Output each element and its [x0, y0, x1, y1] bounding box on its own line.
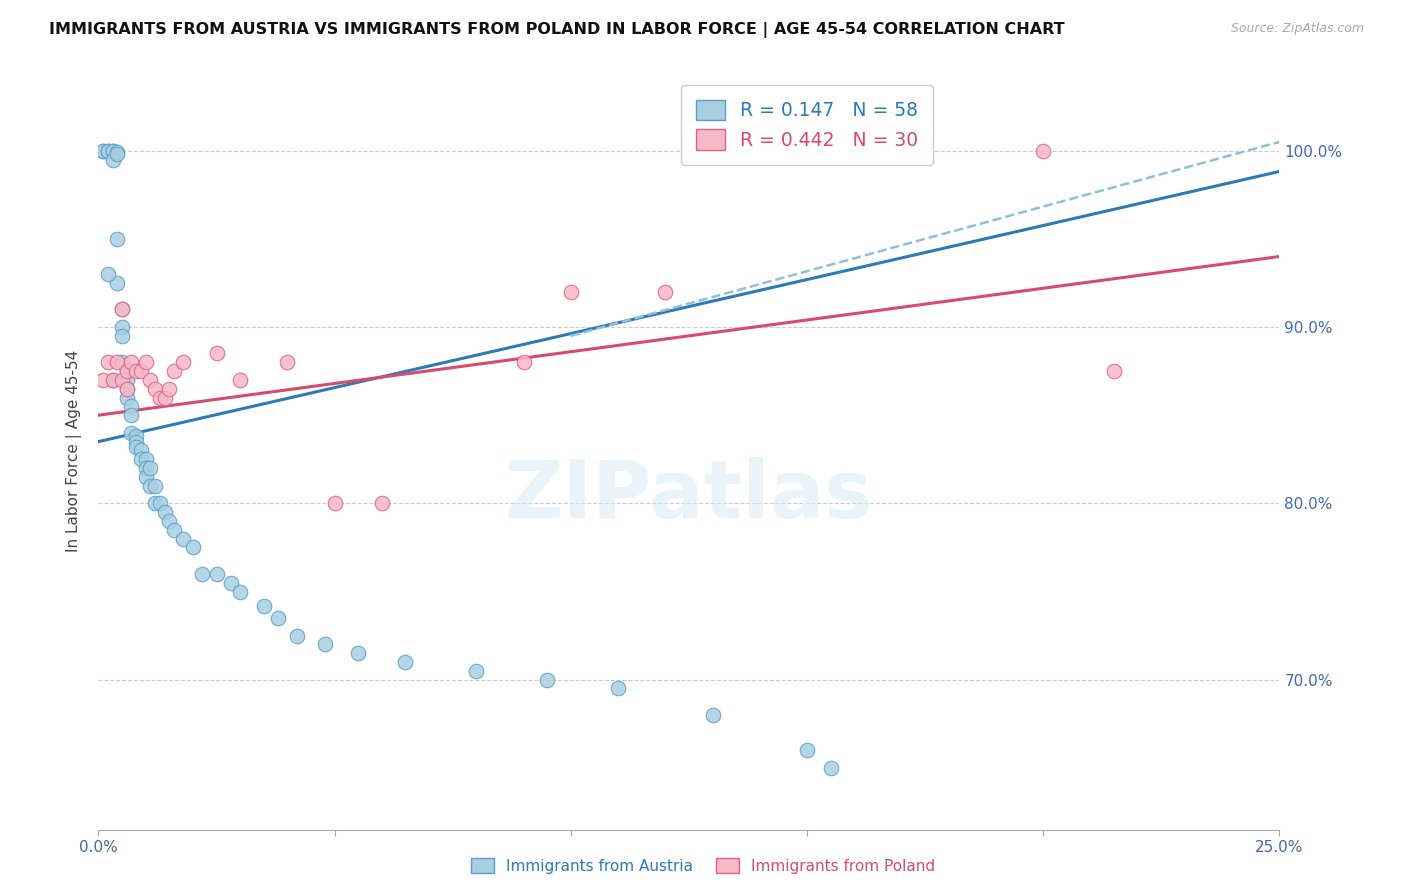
Point [111, 373, 134, 387]
Point [105, 276, 128, 290]
Point [1032, 144, 1054, 158]
Point [115, 364, 138, 378]
Point [111, 320, 134, 334]
Point [121, 408, 143, 422]
Legend: Immigrants from Austria, Immigrants from Poland: Immigrants from Austria, Immigrants from… [465, 852, 941, 880]
Point [111, 329, 134, 343]
Point [654, 285, 676, 299]
Point [115, 364, 138, 378]
Point [820, 761, 842, 775]
Point [143, 479, 166, 493]
Point [111, 302, 134, 317]
Point [172, 355, 194, 369]
Point [820, 144, 842, 158]
Point [1102, 364, 1125, 378]
Point [111, 355, 134, 369]
Point [157, 382, 180, 396]
Point [149, 496, 172, 510]
Point [97, 144, 120, 158]
Legend: R = 0.147   N = 58, R = 0.442   N = 30: R = 0.147 N = 58, R = 0.442 N = 30 [682, 85, 932, 165]
Point [105, 355, 128, 369]
Point [125, 429, 148, 443]
Point [181, 541, 204, 555]
Point [163, 523, 186, 537]
Point [285, 629, 308, 643]
Point [129, 452, 152, 467]
Point [267, 611, 290, 625]
Point [219, 575, 242, 590]
Point [512, 355, 534, 369]
Point [205, 566, 228, 581]
Point [91, 144, 114, 158]
Point [121, 355, 143, 369]
Point [607, 681, 630, 696]
Point [129, 364, 152, 378]
Point [115, 382, 138, 396]
Point [560, 285, 582, 299]
Point [163, 364, 186, 378]
Point [121, 400, 143, 414]
Point [97, 144, 120, 158]
Point [105, 147, 128, 161]
Point [101, 153, 124, 167]
Point [135, 461, 157, 475]
Point [229, 373, 252, 387]
Point [125, 434, 148, 449]
Point [314, 637, 336, 651]
Point [135, 355, 157, 369]
Point [347, 646, 370, 660]
Point [135, 470, 157, 484]
Y-axis label: In Labor Force | Age 45-54: In Labor Force | Age 45-54 [66, 350, 83, 551]
Point [205, 346, 228, 360]
Point [101, 373, 124, 387]
Point [153, 505, 176, 519]
Point [172, 532, 194, 546]
Point [229, 584, 252, 599]
Point [702, 708, 724, 723]
Text: IMMIGRANTS FROM AUSTRIA VS IMMIGRANTS FROM POLAND IN LABOR FORCE | AGE 45-54 COR: IMMIGRANTS FROM AUSTRIA VS IMMIGRANTS FR… [49, 22, 1064, 38]
Text: Source: ZipAtlas.com: Source: ZipAtlas.com [1230, 22, 1364, 36]
Point [115, 373, 138, 387]
Point [97, 267, 120, 281]
Point [149, 391, 172, 405]
Text: ZIPatlas: ZIPatlas [505, 457, 873, 535]
Point [139, 479, 162, 493]
Point [101, 144, 124, 158]
Point [105, 232, 128, 246]
Point [121, 425, 143, 440]
Point [139, 461, 162, 475]
Point [323, 496, 346, 510]
Point [371, 496, 394, 510]
Point [394, 655, 416, 669]
Point [143, 382, 166, 396]
Point [105, 145, 128, 160]
Point [101, 144, 124, 158]
Point [143, 496, 166, 510]
Point [465, 664, 488, 678]
Point [153, 391, 176, 405]
Point [115, 382, 138, 396]
Point [157, 514, 180, 528]
Point [796, 743, 818, 757]
Point [125, 364, 148, 378]
Point [101, 373, 124, 387]
Point [111, 302, 134, 317]
Point [276, 355, 298, 369]
Point [139, 373, 162, 387]
Point [91, 144, 114, 158]
Point [97, 355, 120, 369]
Point [129, 443, 152, 458]
Point [253, 599, 276, 613]
Point [135, 452, 157, 467]
Point [125, 440, 148, 454]
Point [115, 391, 138, 405]
Point [536, 673, 558, 687]
Point [91, 373, 114, 387]
Point [191, 566, 214, 581]
